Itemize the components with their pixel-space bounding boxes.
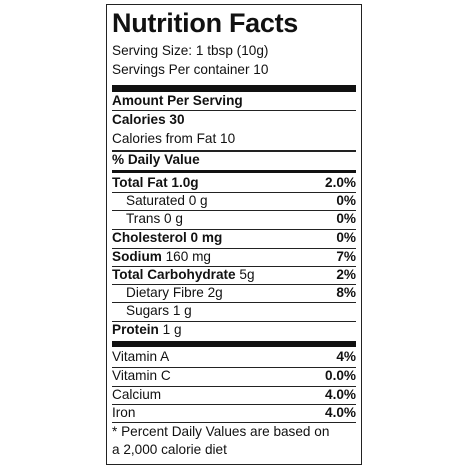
serving-size: Serving Size: 1 tbsp (10g) bbox=[112, 43, 356, 59]
daily-value-text: % Daily Value bbox=[112, 152, 200, 167]
nutrient-amount: 160 mg bbox=[165, 249, 211, 264]
nutrient-row: Total Fat 1.0g 2.0% bbox=[112, 175, 356, 191]
vitamin-name: Vitamin A bbox=[112, 349, 170, 364]
footnote-line: a 2,000 calorie diet bbox=[112, 442, 227, 457]
vitamin-name: Calcium bbox=[112, 387, 162, 402]
nutrient-name: Total Carbohydrate bbox=[112, 267, 236, 282]
rule bbox=[112, 284, 356, 285]
nutrient-name: Dietary Fibre 2g bbox=[126, 285, 223, 300]
nutrient-name: Sodium bbox=[112, 249, 162, 264]
nutrient-row: Cholesterol 0 mg 0% bbox=[112, 230, 356, 246]
nutrient-name: Cholesterol 0 mg bbox=[112, 230, 223, 245]
vitamin-row: Iron 4.0% bbox=[112, 405, 356, 421]
vitamin-row: Vitamin C 0.0% bbox=[112, 368, 356, 384]
rule bbox=[112, 229, 356, 230]
calories: Calories 30 bbox=[112, 112, 356, 128]
rule bbox=[112, 170, 356, 173]
nutrient-percent: 0% bbox=[336, 193, 356, 208]
nutrient-percent: 0% bbox=[336, 211, 356, 226]
rule bbox=[112, 248, 356, 249]
rule bbox=[112, 422, 356, 423]
thick-rule bbox=[112, 85, 356, 92]
nutrient-row: Sodium 160 mg 7% bbox=[112, 249, 356, 265]
rule bbox=[112, 210, 356, 211]
calories-fat-text: Calories from Fat 10 bbox=[112, 131, 236, 146]
vitamin-percent: 4.0% bbox=[325, 405, 356, 420]
nutrient-percent: 8% bbox=[336, 285, 356, 300]
rule bbox=[112, 192, 356, 193]
rule bbox=[112, 321, 356, 322]
nutrient-name: Saturated 0 g bbox=[126, 193, 208, 208]
nutrient-row: Total Carbohydrate 5g 2% bbox=[112, 267, 356, 283]
nutrient-row: Dietary Fibre 2g 8% bbox=[112, 285, 356, 301]
vitamin-percent: 0.0% bbox=[325, 368, 356, 383]
nutrient-name: Protein bbox=[112, 322, 159, 337]
amount-text: Amount Per Serving bbox=[112, 93, 243, 108]
footnote-line: * Percent Daily Values are based on bbox=[112, 424, 330, 439]
nutrient-row: Saturated 0 g 0% bbox=[112, 193, 356, 209]
title: Nutrition Facts bbox=[112, 8, 299, 38]
footnote: * Percent Daily Values are based on bbox=[112, 424, 356, 440]
nutrient-percent: 2.0% bbox=[325, 175, 356, 190]
nutrient-amount: 1 g bbox=[162, 322, 182, 337]
vitamin-name: Vitamin C bbox=[112, 368, 171, 383]
vitamin-name: Iron bbox=[112, 405, 136, 420]
nutrient-percent: 0% bbox=[336, 230, 356, 245]
serving-size-text: Serving Size: 1 tbsp (10g) bbox=[112, 43, 269, 58]
rule bbox=[112, 110, 356, 111]
nutrient-row: Protein 1 g bbox=[112, 322, 356, 338]
vitamin-percent: 4.0% bbox=[325, 387, 356, 402]
nutrient-row: Sugars 1 g bbox=[112, 303, 356, 319]
nutrient-amount: 5g bbox=[239, 267, 255, 282]
rule bbox=[112, 367, 356, 368]
vitamin-percent: 4% bbox=[336, 349, 356, 364]
vitamin-row: Vitamin A 4% bbox=[112, 349, 356, 365]
calories-text: Calories 30 bbox=[112, 112, 185, 127]
calories-from-fat: Calories from Fat 10 bbox=[112, 131, 356, 147]
nutrient-name: Total Fat 1.0g bbox=[112, 175, 199, 190]
nutrient-percent: 7% bbox=[336, 249, 356, 264]
servings-text: Servings Per container 10 bbox=[112, 62, 269, 77]
rule bbox=[112, 404, 356, 405]
rule bbox=[112, 386, 356, 387]
rule bbox=[112, 150, 356, 152]
label-border bbox=[106, 4, 362, 465]
rule bbox=[112, 302, 356, 303]
thick-rule bbox=[112, 341, 356, 347]
vitamin-row: Calcium 4.0% bbox=[112, 387, 356, 403]
nutrient-percent: 2% bbox=[336, 267, 356, 282]
nutrient-name: Sugars 1 g bbox=[126, 303, 192, 318]
nutrient-name: Trans 0 g bbox=[126, 211, 183, 226]
rule bbox=[112, 266, 356, 267]
footnote: a 2,000 calorie diet bbox=[112, 442, 356, 458]
servings-per-container: Servings Per container 10 bbox=[112, 62, 356, 78]
daily-value-header: % Daily Value bbox=[112, 152, 356, 168]
nutrient-row: Trans 0 g 0% bbox=[112, 211, 356, 227]
amount-per-serving: Amount Per Serving bbox=[112, 93, 356, 109]
